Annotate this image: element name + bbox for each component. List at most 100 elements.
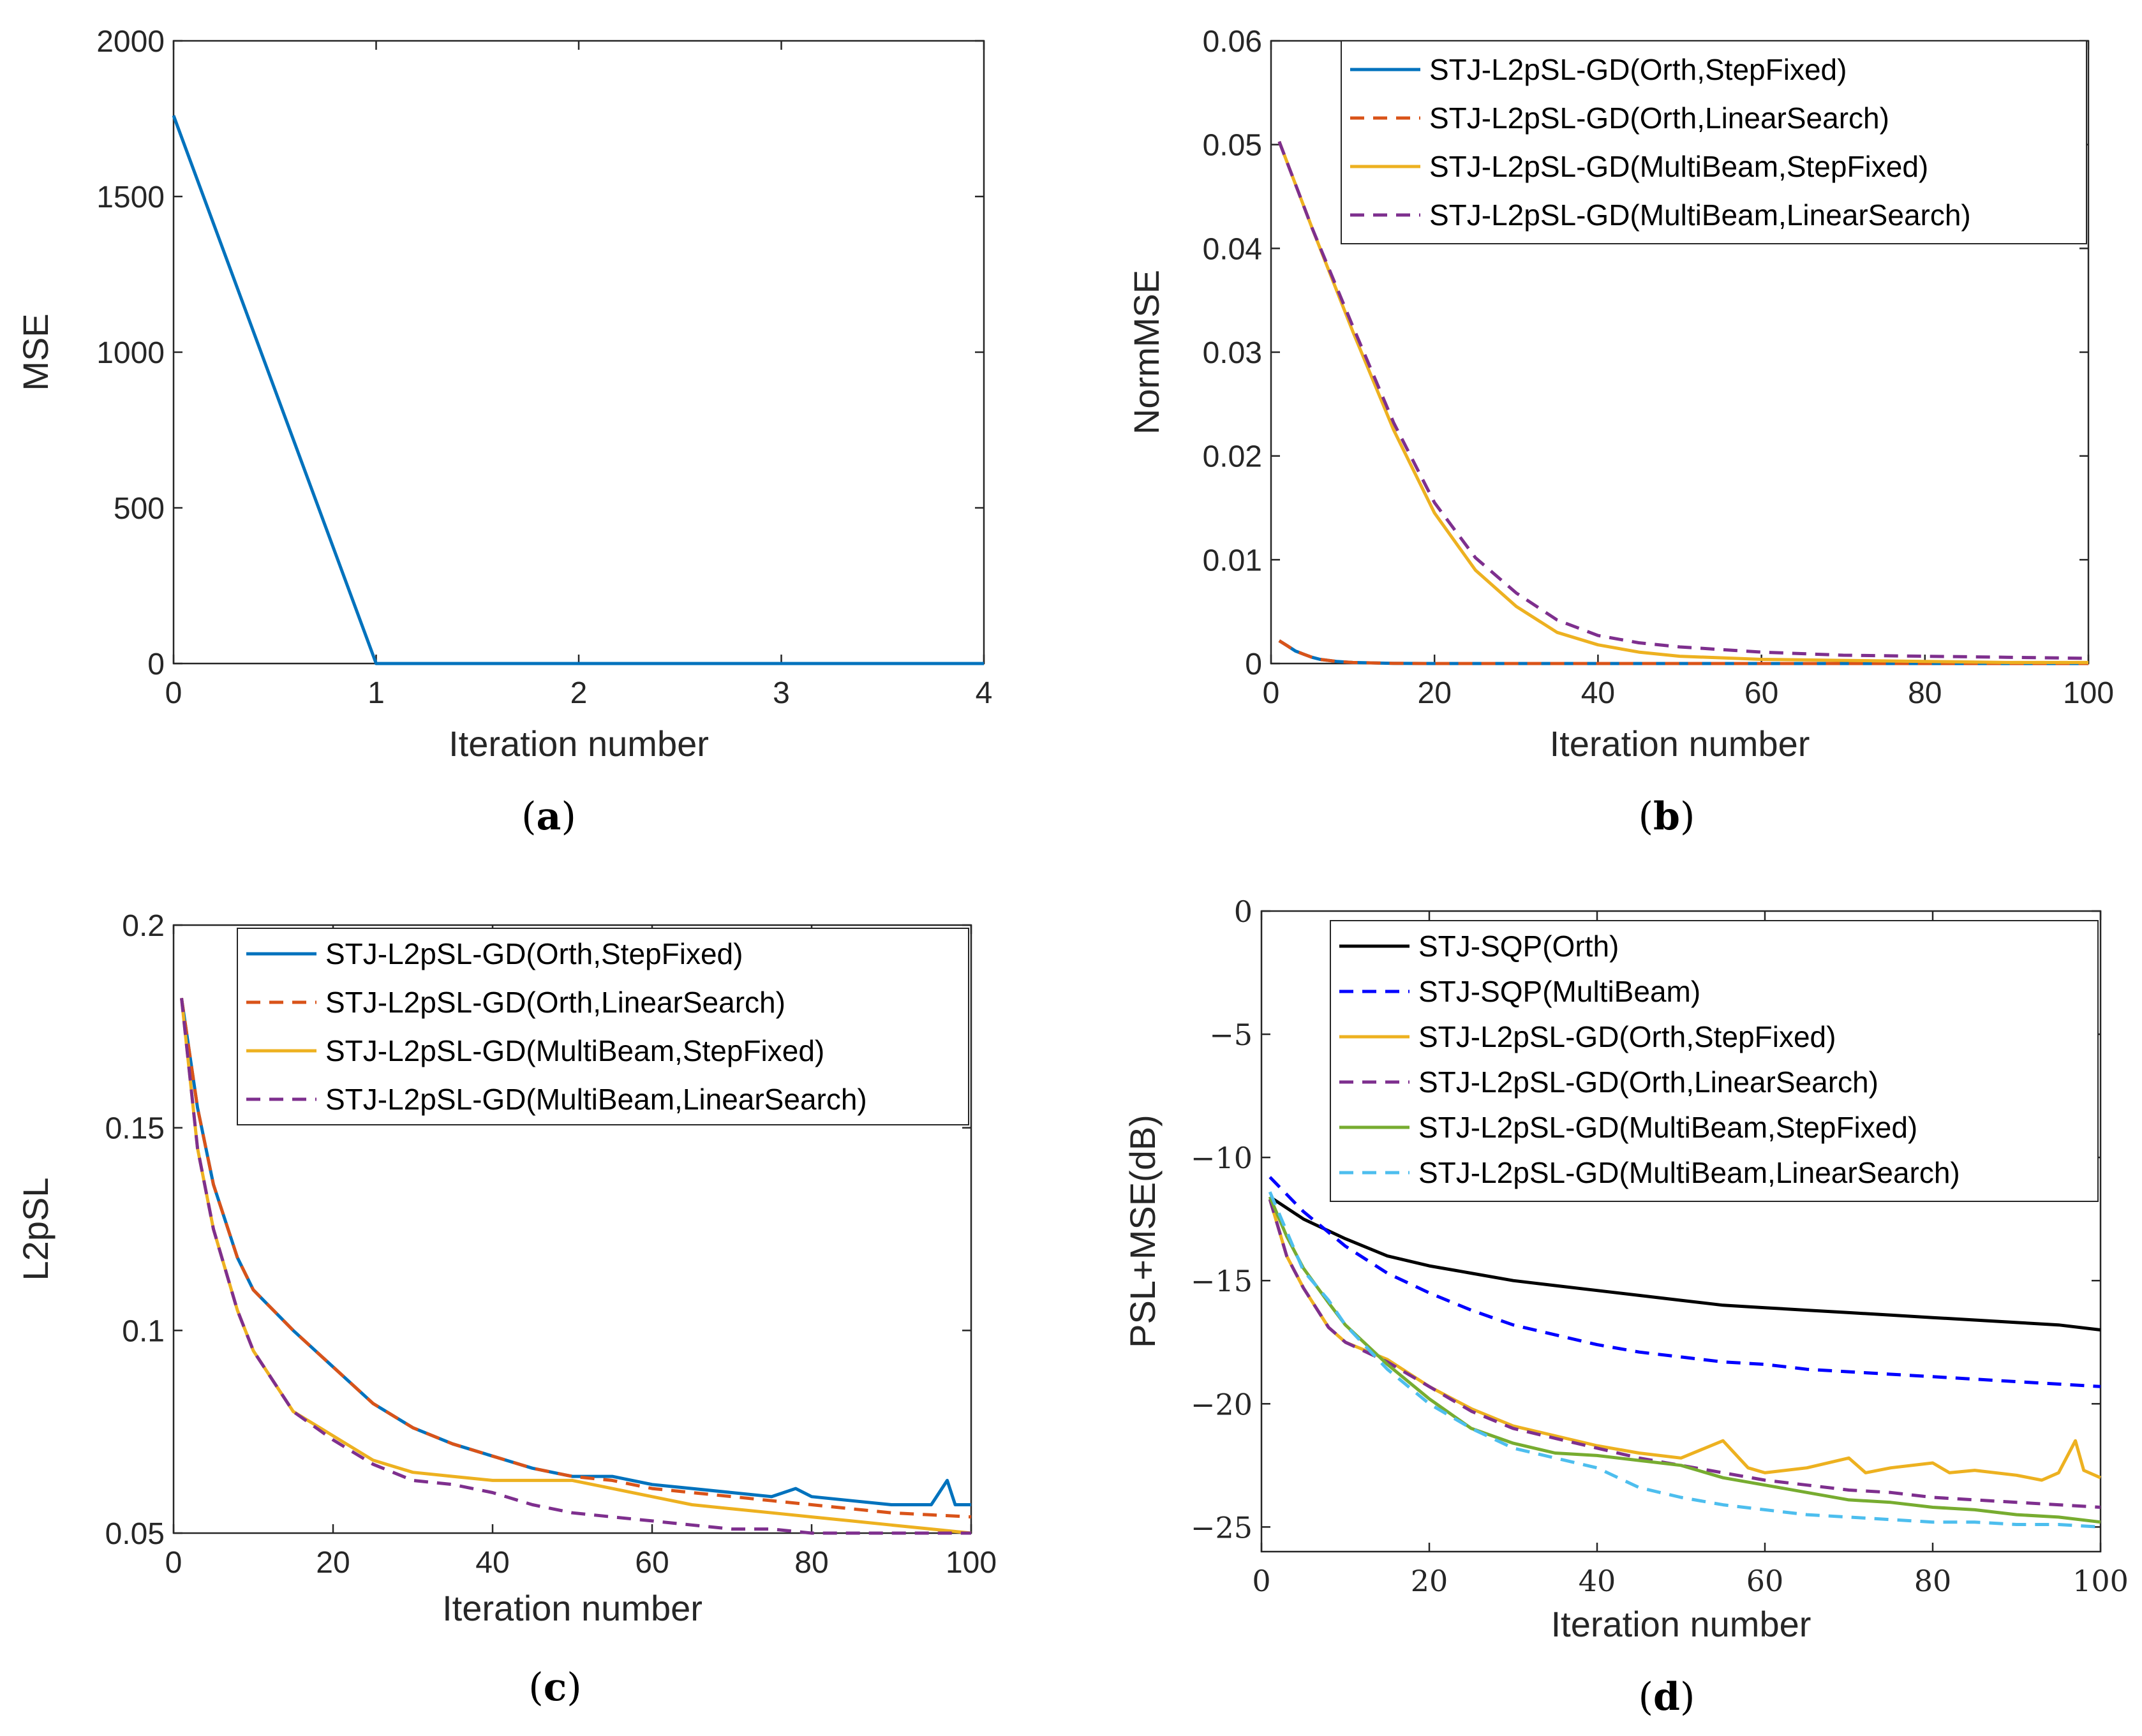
legend: STJ-L2pSL-GD(Orth,StepFixed) STJ-L2pSL-GD… <box>1341 40 2087 244</box>
legend-label: STJ-L2pSL-GD(Orth,StepFixed) <box>325 937 743 970</box>
legend-label: STJ-L2pSL-GD(MultiBeam,LinearSearch) <box>325 1083 867 1116</box>
x-tick-label: 60 <box>1746 1564 1784 1598</box>
x-tick-label: 80 <box>794 1546 828 1580</box>
legend-label: STJ-L2pSL-GD(Orth,StepFixed) <box>1429 53 1847 86</box>
y-tick-label: −15 <box>1191 1264 1253 1298</box>
y-axis-label: MSE <box>15 313 56 390</box>
x-tick-label: 20 <box>316 1546 350 1580</box>
legend: STJ-SQP(Orth) STJ-SQP(MultiBeam) STJ-L2pSL… <box>1330 920 2099 1202</box>
x-tick-label: 0 <box>1263 676 1280 710</box>
series-line-5 <box>1268 1191 2101 1529</box>
legend-label: STJ-SQP(MultiBeam) <box>1418 975 1700 1008</box>
legend-box <box>1330 920 2099 1202</box>
series-line-3 <box>180 998 971 1535</box>
x-tick-label: 40 <box>475 1546 509 1580</box>
series-line-0 <box>1268 1195 2101 1332</box>
x-tick-label: 40 <box>1581 676 1615 710</box>
legend-label: STJ-L2pSL-GD(MultiBeam,StepFixed) <box>1418 1111 1917 1144</box>
y-axis-label: PSL+MSE(dB) <box>1122 1115 1163 1348</box>
x-tick-label: 1 <box>368 676 385 710</box>
x-tick-label: 20 <box>1411 1564 1448 1598</box>
axes-box <box>1260 910 2102 1553</box>
y-tick-label: 1500 <box>96 181 165 214</box>
legend-box <box>237 928 969 1125</box>
x-axis-label: Iteration number <box>442 1588 703 1628</box>
caption-letter: a <box>537 794 562 839</box>
y-tick-label: 500 <box>114 492 165 526</box>
panel-a: 0 1 2 3 4 0 500 1000 1500 2000 Iteration number MSE… <box>15 25 992 839</box>
y-tick-label: 1000 <box>96 336 165 370</box>
panel-caption: (a) <box>521 794 576 839</box>
x-axis-label: Iteration number <box>449 723 709 764</box>
y-tick-label: 0.05 <box>105 1517 165 1551</box>
x-axis-label: Iteration number <box>1550 723 1810 764</box>
panel-caption: (c) <box>528 1665 581 1710</box>
y-tick-label: 0.04 <box>1203 232 1262 266</box>
y-tick-label: 0.05 <box>1203 129 1262 163</box>
legend-label: STJ-L2pSL-GD(Orth,LinearSearch) <box>1418 1065 1878 1099</box>
x-tick-label: 40 <box>1579 1564 1616 1598</box>
x-axis-label: Iteration number <box>1551 1604 1811 1644</box>
caption-open: ( <box>521 794 536 839</box>
x-tick-label: 3 <box>773 676 790 710</box>
panel-caption: (b) <box>1639 794 1695 839</box>
x-tick-label: 0 <box>165 676 182 710</box>
caption-close: ) <box>567 1665 581 1710</box>
caption-open: ( <box>528 1665 543 1710</box>
y-tick-label: 0.02 <box>1203 440 1262 474</box>
x-tick-label: 20 <box>1418 676 1452 710</box>
panel-b: 0 20 40 60 80 100 0 0.01 0.02 0.03 0.04 0.05 0.06 Ite… <box>1126 25 2114 839</box>
legend-box <box>1341 40 2087 244</box>
caption-letter: d <box>1653 1675 1680 1719</box>
y-tick-label: −10 <box>1191 1141 1253 1175</box>
y-tick-label: −5 <box>1209 1018 1253 1052</box>
panel-d: 0 20 40 60 80 100 −25 −20 −15 −10 −5 0 Iteration num… <box>1122 894 2129 1719</box>
caption-letter: b <box>1653 794 1680 839</box>
x-tick-label: 4 <box>976 676 993 710</box>
y-axis-label: L2pSL <box>15 1178 56 1281</box>
y-tick-label: 0.1 <box>122 1314 165 1348</box>
panel-c: 0 20 40 60 80 100 0.05 0.1 0.15 0.2 Iteration numb… <box>15 909 997 1710</box>
x-tick-label: 100 <box>2072 1564 2129 1598</box>
x-tick-label: 80 <box>1914 1564 1952 1598</box>
x-tick-label: 100 <box>2063 676 2114 710</box>
y-tick-label: 2000 <box>96 25 165 59</box>
legend-label: STJ-L2pSL-GD(Orth,LinearSearch) <box>325 986 785 1019</box>
x-tick-label: 60 <box>635 1546 669 1580</box>
legend-label: STJ-SQP(Orth) <box>1418 930 1619 963</box>
legend-label: STJ-L2pSL-GD(MultiBeam,StepFixed) <box>1429 150 1928 183</box>
y-tick-label: 0 <box>1245 648 1262 681</box>
x-tick-label: 0 <box>165 1546 182 1580</box>
series-line-3 <box>1277 140 2089 660</box>
axes-box <box>172 924 972 1534</box>
caption-letter: c <box>544 1665 567 1710</box>
legend-label: STJ-L2pSL-GD(MultiBeam,LinearSearch) <box>1418 1156 1960 1189</box>
y-tick-label: −25 <box>1191 1510 1253 1545</box>
y-tick-label: 0.2 <box>122 909 165 943</box>
y-tick-label: 0 <box>1234 894 1253 929</box>
series-line-0 <box>172 115 984 665</box>
y-tick-label: 0.03 <box>1203 336 1262 370</box>
legend-label: STJ-L2pSL-GD(MultiBeam,LinearSearch) <box>1429 198 1971 232</box>
caption-close: ) <box>561 794 576 839</box>
y-tick-label: 0.01 <box>1203 544 1262 577</box>
legend-label: STJ-L2pSL-GD(Orth,LinearSearch) <box>1429 101 1889 135</box>
legend-label: STJ-L2pSL-GD(MultiBeam,StepFixed) <box>325 1034 824 1067</box>
series-line-1 <box>1278 639 2088 665</box>
y-tick-label: 0 <box>147 648 165 681</box>
x-tick-label: 2 <box>570 676 588 710</box>
panel-caption: (d) <box>1639 1675 1695 1719</box>
x-tick-label: 0 <box>1252 1564 1270 1598</box>
series-line-2 <box>1277 140 2088 664</box>
y-axis-label: NormMSE <box>1126 270 1166 434</box>
caption-open: ( <box>1639 1675 1653 1719</box>
series-line-1 <box>1268 1176 2101 1388</box>
y-tick-label: 0.15 <box>105 1112 165 1146</box>
x-tick-label: 100 <box>946 1546 997 1580</box>
y-tick-label: 0.06 <box>1203 25 1262 59</box>
legend-label: STJ-L2pSL-GD(Orth,StepFixed) <box>1418 1020 1836 1053</box>
legend: STJ-L2pSL-GD(Orth,StepFixed) STJ-L2pSL-GD… <box>237 928 969 1125</box>
caption-close: ) <box>1680 1675 1695 1719</box>
caption-close: ) <box>1680 794 1695 839</box>
